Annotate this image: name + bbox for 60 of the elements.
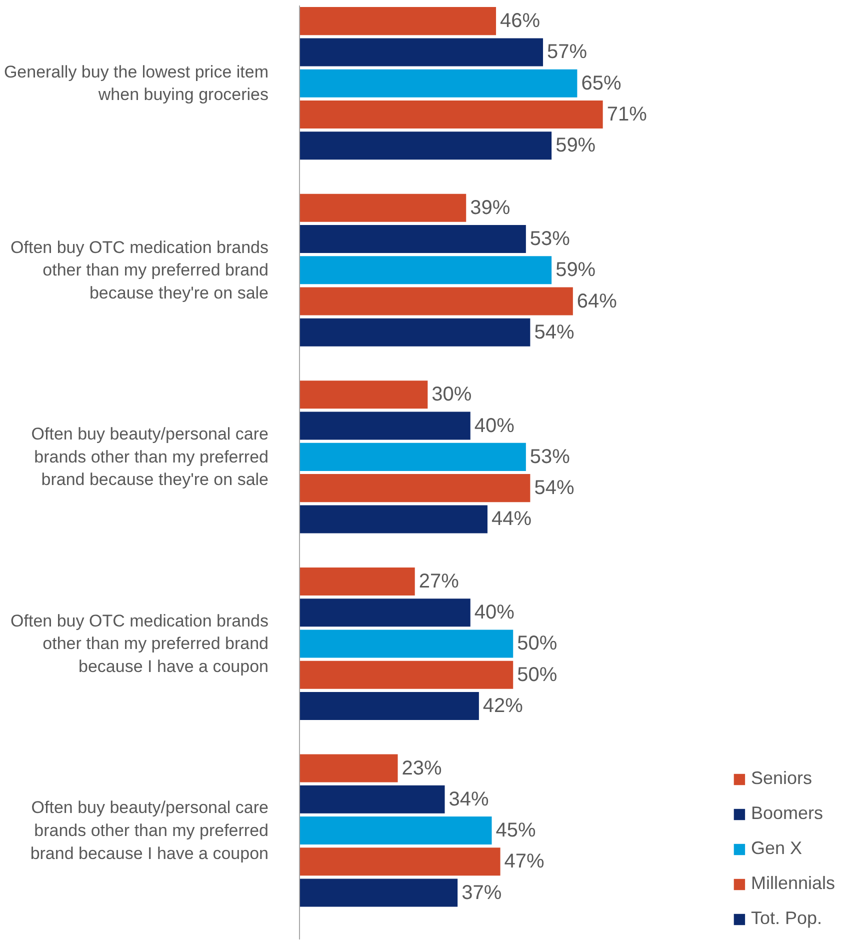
legend-label: Boomers: [750, 803, 823, 824]
data-label: 27%: [418, 570, 460, 592]
bar: [300, 878, 458, 907]
data-label: 34%: [448, 788, 490, 810]
bar: [300, 318, 530, 346]
data-label: 42%: [482, 695, 524, 717]
data-label: 39%: [470, 196, 510, 219]
bar: [300, 474, 530, 502]
bar: [300, 287, 573, 316]
y-tick-label: Often buy OTC medication brands other than my preferred brand because they're on sale: [10, 238, 269, 302]
bar: [300, 692, 479, 720]
data-label: 59%: [556, 259, 596, 282]
bar: [300, 505, 488, 534]
bar: [300, 224, 526, 254]
bar: [300, 567, 415, 596]
legend-label: Gen X: [750, 838, 802, 859]
legend-label: Seniors: [750, 768, 812, 789]
bar: [300, 816, 492, 845]
data-label: 53%: [530, 446, 570, 468]
data-label: 54%: [534, 477, 574, 500]
bar: [300, 412, 470, 440]
y-tick-label: Often buy beauty/personal care brands other than my preferred brand because they're on sale: [31, 424, 269, 490]
data-label: 71%: [606, 103, 648, 126]
data-label: 47%: [504, 850, 545, 873]
y-tick-label: Often buy beauty/personal care brands other than my preferred brand because I have a coupon: [30, 798, 269, 863]
bar: [300, 132, 552, 160]
bar: [300, 598, 470, 627]
data-label: 57%: [547, 41, 588, 64]
bar: [300, 630, 514, 658]
bar: [300, 754, 398, 782]
bar: [300, 100, 603, 128]
data-label: 50%: [517, 664, 558, 686]
data-label: 50%: [517, 632, 558, 655]
bar: [300, 380, 428, 409]
bar: [300, 442, 526, 471]
data-label: 40%: [474, 414, 515, 437]
data-label: 44%: [491, 508, 532, 530]
y-tick-label: Generally buy the lowest price item when buying groceries: [4, 62, 269, 104]
data-label: 45%: [496, 820, 536, 842]
data-label: 37%: [462, 882, 502, 904]
legend-label: Millennials: [750, 873, 835, 894]
bar: [300, 848, 500, 876]
data-label: 65%: [581, 72, 622, 94]
data-label: 40%: [474, 602, 515, 624]
bar: [300, 38, 544, 66]
data-label: 64%: [576, 290, 618, 312]
data-label: 54%: [534, 321, 574, 344]
bar: [300, 785, 445, 814]
data-label: 23%: [402, 757, 442, 780]
data-label: 46%: [500, 10, 540, 32]
bar: [300, 194, 466, 222]
y-tick-label: Often buy OTC medication brands other than my preferred brand because I have a coupon: [10, 611, 269, 676]
bar: [300, 660, 514, 689]
legend-label: Tot. Pop.: [750, 908, 822, 929]
bar: [300, 69, 578, 98]
data-label: 59%: [556, 134, 596, 157]
data-label: 30%: [432, 384, 472, 406]
bar: [300, 7, 496, 36]
bar: [300, 256, 552, 284]
data-label: 53%: [530, 228, 570, 250]
